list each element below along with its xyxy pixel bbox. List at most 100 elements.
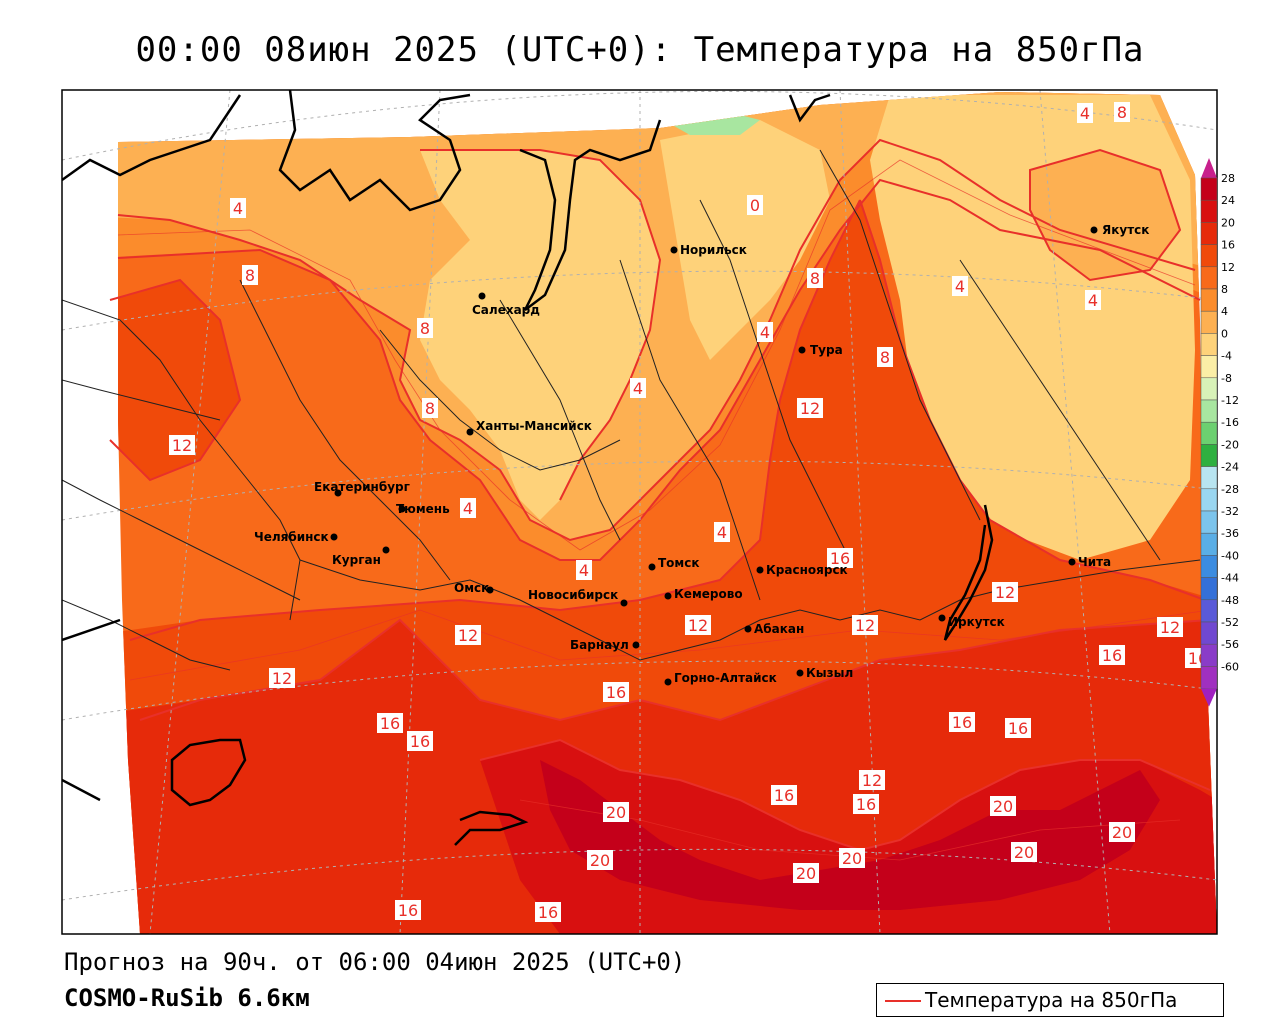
city-dot	[648, 563, 656, 571]
city-label: Курган	[332, 553, 381, 567]
city-dot	[664, 592, 672, 600]
city-label: Красноярск	[766, 563, 848, 577]
isotherm-label: 20	[1109, 822, 1135, 842]
svg-text:20: 20	[993, 797, 1013, 816]
colorbar-segment	[1200, 333, 1218, 356]
svg-text:12: 12	[458, 626, 478, 645]
isotherm-label: 16	[853, 794, 879, 814]
svg-text:4: 4	[633, 379, 643, 398]
svg-text:12: 12	[862, 771, 882, 790]
city-label: Норильск	[680, 243, 747, 257]
colorbar-segment	[1200, 599, 1218, 623]
city-label: Екатеринбург	[314, 480, 410, 494]
svg-text:4: 4	[463, 499, 473, 518]
city-label: Якутск	[1102, 223, 1149, 237]
isotherm-label: 12	[859, 770, 885, 790]
isotherm-label: 12	[685, 615, 711, 635]
city-label: Омск	[454, 581, 489, 595]
isotherm-label: 20	[587, 850, 613, 870]
svg-text:20: 20	[606, 803, 626, 822]
isotherm-label: 4	[714, 522, 730, 542]
city-label: Абакан	[754, 622, 804, 636]
colorbar-tick-label: 0	[1221, 327, 1228, 340]
svg-text:16: 16	[830, 549, 850, 568]
city-dot	[486, 586, 494, 594]
city-dot	[664, 678, 672, 686]
colorbar-segment	[1200, 266, 1218, 290]
city-markers: Якутск Норильск Салехард Тура Ханты-Мансийск…	[254, 223, 1149, 686]
svg-text:16: 16	[952, 713, 972, 732]
colorbar: 28 24 20 16 12 8 4 0 -4 -8 -12 -16 -20 -24 -28 -32 -36 -4…	[1200, 158, 1239, 707]
isotherm-label: 4	[1077, 103, 1093, 123]
colorbar-segment	[1200, 222, 1218, 245]
svg-text:8: 8	[425, 399, 435, 418]
colorbar-tick-label: 16	[1221, 239, 1235, 252]
isotherm-label: 12	[1157, 617, 1183, 637]
colorbar-tick-label: -12	[1221, 394, 1239, 407]
city-label: Горно-Алтайск	[674, 671, 777, 685]
isotherm-label: 12	[169, 435, 195, 455]
isotherm-label: 8	[417, 318, 433, 338]
isotherm-labels: 4 8 0 8 4 4 8 8 4 4 12 8 8 4 12 12 4 4 4 16 12 12 12 16 16 12 12 12…	[169, 102, 1211, 922]
isotherm-label: 0	[747, 195, 763, 215]
svg-text:16: 16	[774, 786, 794, 805]
colorbar-tick-label: 8	[1221, 283, 1228, 296]
colorbar-tick-label: -20	[1221, 438, 1239, 451]
city-dot	[382, 546, 390, 554]
colorbar-min-arrow	[1201, 688, 1217, 707]
svg-text:12: 12	[995, 583, 1015, 602]
svg-text:12: 12	[172, 436, 192, 455]
svg-text:16: 16	[410, 732, 430, 751]
svg-text:4: 4	[233, 199, 243, 218]
isotherm-label: 4	[460, 498, 476, 518]
legend: Температура на 850гПа	[876, 983, 1224, 1017]
svg-text:20: 20	[1112, 823, 1132, 842]
isotherm-label: 8	[807, 268, 823, 288]
svg-text:20: 20	[1014, 843, 1034, 862]
city-dot	[478, 292, 486, 300]
city-label: Тюмень	[396, 502, 450, 516]
colorbar-segment	[1200, 532, 1218, 556]
svg-text:4: 4	[760, 323, 770, 342]
colorbar-tick-label: -36	[1221, 527, 1239, 540]
isotherm-label: 16	[603, 682, 629, 702]
isotherm-label: 12	[269, 668, 295, 688]
isotherm-label: 4	[630, 378, 646, 398]
city-dot	[466, 428, 474, 436]
colorbar-segment	[1200, 555, 1218, 578]
city-label: Новосибирск	[528, 588, 618, 602]
colorbar-tick-label: -48	[1221, 594, 1239, 607]
isotherm-label: 4	[576, 560, 592, 580]
svg-text:12: 12	[688, 616, 708, 635]
svg-text:4: 4	[717, 523, 727, 542]
city-dot	[1068, 558, 1076, 566]
svg-text:8: 8	[245, 266, 255, 285]
isotherm-label: 12	[992, 582, 1018, 602]
city-dot	[330, 533, 338, 541]
colorbar-segment	[1200, 466, 1218, 490]
colorbar-segment	[1200, 244, 1218, 268]
colorbar-tick-label: -32	[1221, 505, 1239, 518]
colorbar-segment	[1200, 488, 1218, 512]
isotherm-label: 16	[1099, 645, 1125, 665]
legend-label: Температура на 850гПа	[925, 988, 1178, 1012]
svg-text:16: 16	[856, 795, 876, 814]
isotherm-label: 20	[990, 796, 1016, 816]
colorbar-segment	[1200, 643, 1218, 667]
city-dot	[756, 566, 764, 574]
colorbar-segment	[1200, 288, 1218, 312]
colorbar-segment	[1200, 577, 1218, 601]
isotherm-label: 8	[1114, 102, 1130, 122]
colorbar-tick-label: 28	[1221, 172, 1235, 185]
svg-text:4: 4	[579, 561, 589, 580]
colorbar-segment	[1200, 377, 1218, 401]
colorbar-segment	[1200, 199, 1218, 223]
isotherm-label: 16	[407, 731, 433, 751]
city-dot	[744, 625, 752, 633]
svg-text:20: 20	[842, 849, 862, 868]
svg-text:16: 16	[380, 714, 400, 733]
colorbar-max-arrow	[1201, 158, 1217, 178]
colorbar-segment	[1200, 444, 1218, 467]
isotherm-label: 16	[949, 712, 975, 732]
colorbar-tick-label: -40	[1221, 549, 1239, 562]
